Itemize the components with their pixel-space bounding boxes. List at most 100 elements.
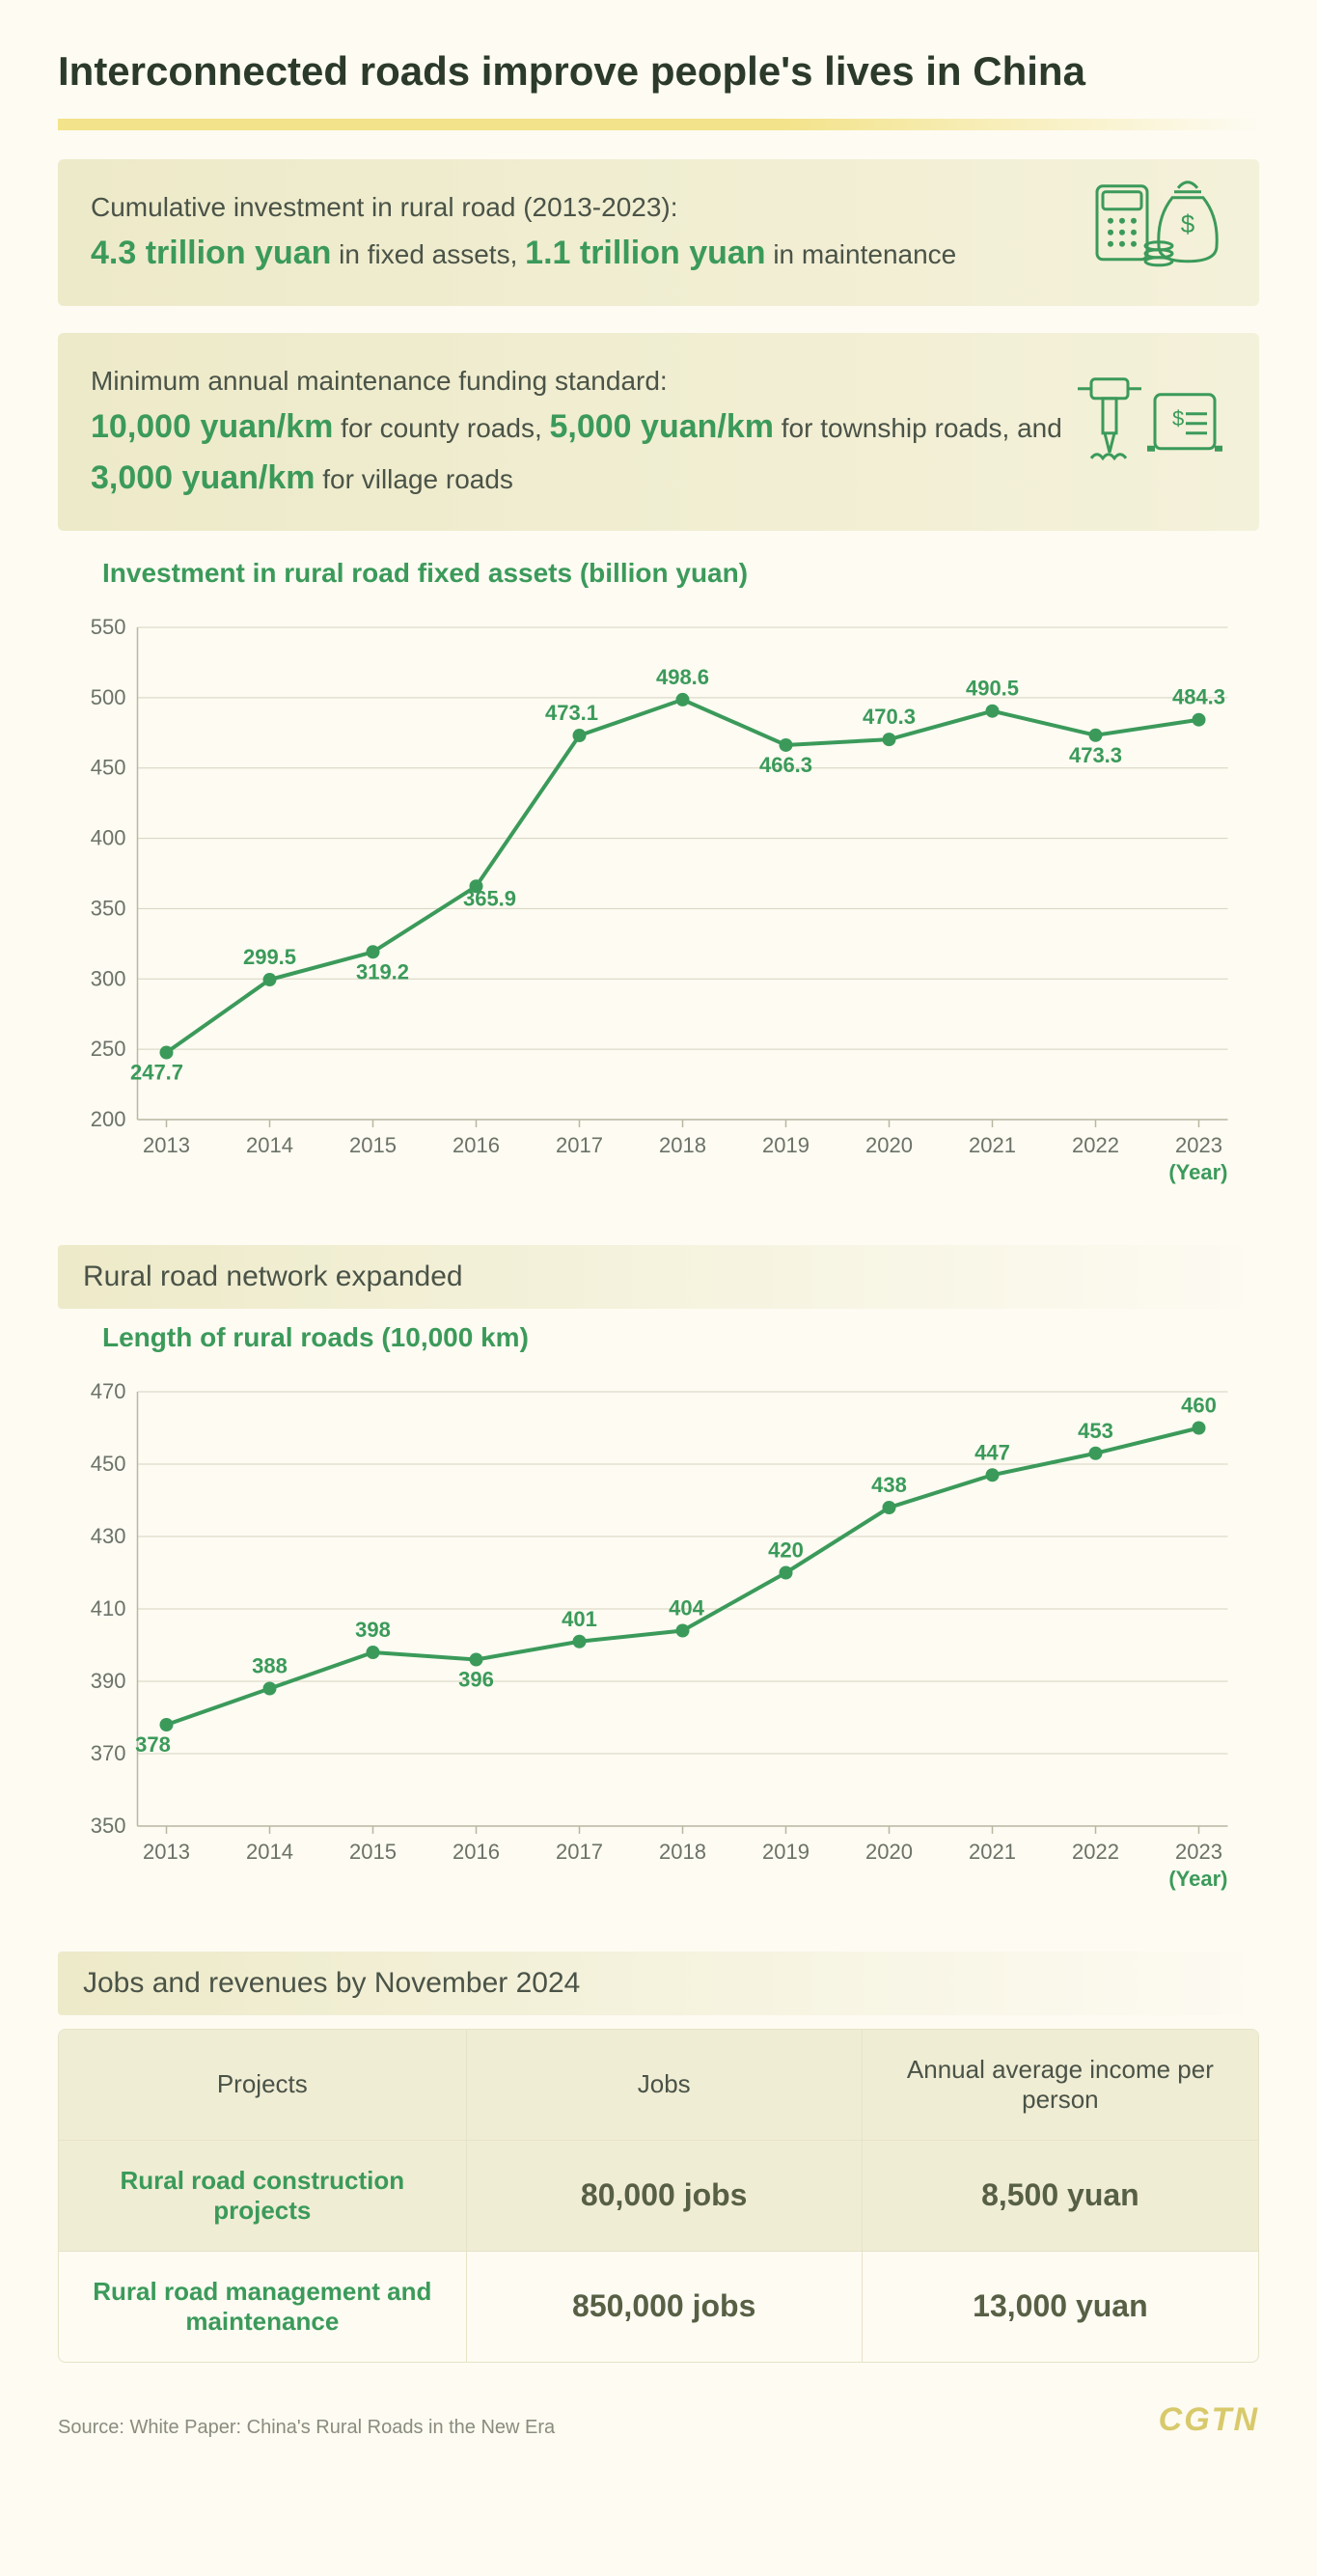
page-title: Interconnected roads improve people's li… [58,48,1259,130]
data-label: 438 [871,1473,907,1497]
data-point [676,1623,690,1637]
data-label: 319.2 [356,959,409,983]
data-point [470,1652,483,1666]
data-label: 498.6 [656,665,709,689]
y-tick-label: 390 [91,1669,126,1693]
data-point [1193,1421,1206,1434]
data-point [263,973,277,986]
x-tick-label: 2019 [762,1840,809,1864]
data-label: 378 [135,1732,171,1757]
stat-text: in maintenance [766,239,957,269]
data-label: 401 [562,1607,597,1631]
data-label: 404 [669,1595,704,1620]
project-cell: Rural road construction projects [59,2141,467,2252]
y-tick-label: 450 [91,756,126,780]
y-tick-label: 300 [91,966,126,990]
x-axis-label: (Year) [1168,1867,1227,1891]
x-tick-label: 2022 [1072,1840,1119,1864]
data-point [883,733,896,746]
data-label: 490.5 [966,677,1019,701]
chart1-title: Investment in rural road fixed assets (b… [102,558,1259,589]
stat-box-values: 4.3 trillion yuan in fixed assets, 1.1 t… [91,228,1226,279]
stat-box-values: 10,000 yuan/km for county roads, 5,000 y… [91,402,1226,503]
income-cell: 8,500 yuan [863,2141,1258,2252]
chart2-svg: 3503703904104304504702013201420152016201… [58,1363,1259,1903]
x-tick-label: 2019 [762,1133,809,1157]
stat-text: for village roads [315,464,512,494]
stat-text: for county roads, [333,413,549,443]
x-tick-label: 2022 [1072,1133,1119,1157]
stat-text: for township roads, and [774,413,1062,443]
data-point [1193,713,1206,727]
stat-text: in fixed assets, [331,239,525,269]
chart2-title: Length of rural roads (10,000 km) [102,1322,1259,1353]
jobs-cell: 80,000 jobs [467,2141,863,2252]
title-text: Interconnected roads improve people's li… [58,48,1259,95]
data-label: 484.3 [1172,685,1225,709]
y-tick-label: 550 [91,615,126,639]
data-point [986,705,1000,718]
jobs-cell: 850,000 jobs [467,2252,863,2362]
y-tick-label: 350 [91,896,126,920]
data-point [160,1045,174,1059]
data-label: 365.9 [463,886,516,910]
data-point [986,1468,1000,1482]
data-line [167,700,1199,1053]
x-tick-label: 2018 [659,1840,706,1864]
x-tick-label: 2016 [453,1840,500,1864]
highlight-value: 1.1 trillion yuan [525,235,765,271]
data-label: 388 [252,1653,288,1677]
data-label: 398 [355,1618,391,1642]
highlight-value: 4.3 trillion yuan [91,235,331,271]
stat-box-0: Cumulative investment in rural road (201… [58,159,1259,306]
chart2: 3503703904104304504702013201420152016201… [58,1363,1259,1903]
y-tick-label: 410 [91,1596,126,1620]
jackhammer-receipt-icon: $ [1072,368,1226,495]
calculator-money-icon: $ [1091,179,1226,287]
stat-box-label: Cumulative investment in rural road (201… [91,186,1226,228]
y-tick-label: 470 [91,1379,126,1403]
data-label: 473.3 [1069,743,1122,767]
jobs-table: ProjectsJobsAnnual average income per pe… [58,2029,1259,2363]
highlight-value: 10,000 yuan/km [91,408,333,445]
x-tick-label: 2018 [659,1133,706,1157]
x-tick-label: 2017 [556,1133,603,1157]
x-tick-label: 2021 [969,1840,1016,1864]
data-point [160,1718,174,1731]
y-tick-label: 350 [91,1814,126,1838]
footer: Source: White Paper: China's Rural Roads… [58,2401,1259,2439]
x-tick-label: 2015 [349,1133,397,1157]
chart1: 2002503003504004505005502013201420152016… [58,598,1259,1197]
x-tick-label: 2020 [865,1133,913,1157]
y-tick-label: 370 [91,1741,126,1765]
data-point [367,1646,380,1659]
x-axis-label: (Year) [1168,1160,1227,1184]
source-text: Source: White Paper: China's Rural Roads… [58,2417,555,2439]
data-point [780,738,793,752]
y-tick-label: 500 [91,685,126,709]
data-point [883,1501,896,1514]
x-tick-label: 2021 [969,1133,1016,1157]
x-tick-label: 2023 [1175,1133,1222,1157]
section-header-network: Rural road network expanded [58,1245,1259,1309]
table-row: Rural road construction projects 80,000 … [59,2141,1258,2252]
x-tick-label: 2023 [1175,1840,1222,1864]
data-point [573,729,587,742]
x-tick-label: 2015 [349,1840,397,1864]
section-header-jobs: Jobs and revenues by November 2024 [58,1952,1259,2015]
data-point [676,693,690,706]
table-header: Projects [59,2030,467,2141]
data-label: 247.7 [130,1060,183,1084]
data-point [1089,1447,1103,1460]
data-point [1089,729,1103,742]
cgtn-logo: CGTN [1159,2401,1259,2439]
data-line [167,1427,1199,1725]
data-label: 470.3 [863,705,916,729]
x-tick-label: 2014 [246,1840,293,1864]
data-point [573,1635,587,1648]
table-header: Jobs [467,2030,863,2141]
x-tick-label: 2013 [143,1840,190,1864]
y-tick-label: 450 [91,1452,126,1476]
data-label: 473.1 [545,701,598,725]
chart1-svg: 2002503003504004505005502013201420152016… [58,598,1259,1197]
